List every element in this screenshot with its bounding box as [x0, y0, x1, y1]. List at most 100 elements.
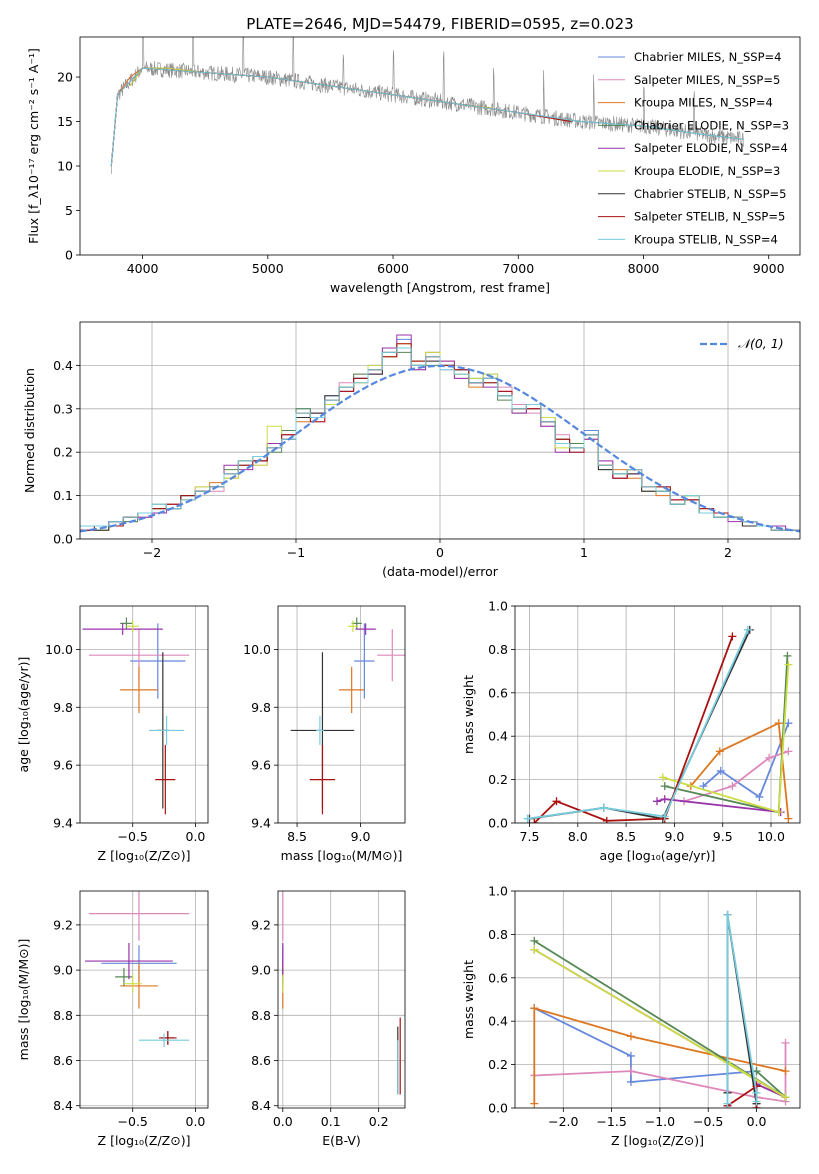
y-tick-label: 0.8 — [488, 927, 508, 942]
weight-marker — [530, 1004, 539, 1013]
weight-marker — [723, 1099, 732, 1108]
weight-series — [525, 625, 754, 823]
y-tick-label: 0.4 — [488, 729, 508, 744]
x-tick-label: 9.5 — [713, 829, 733, 844]
y-tick-label: 9.2 — [251, 917, 271, 932]
error-bar — [354, 623, 375, 699]
residual-histogram — [80, 347, 800, 539]
y-tick-label: 0.0 — [53, 532, 73, 547]
axes-frame — [277, 605, 406, 824]
weight-marker — [723, 910, 732, 919]
x-tick-label: 8.5 — [287, 829, 307, 844]
y-axis-label: mass [log₁₀(M/M⊙)] — [16, 939, 31, 1061]
x-tick-label: −2.0 — [548, 1114, 578, 1129]
weight-marker — [530, 819, 539, 823]
weight-marker — [660, 795, 669, 804]
normal-curve — [80, 364, 800, 533]
panel-residuals: −2 −1 0 1 2 0.0 0.1 0.2 0.3 0.4 (data-model)/error… — [22, 321, 801, 579]
error-bar — [377, 629, 405, 682]
axes-frame — [277, 890, 406, 1109]
weight-marker — [728, 632, 737, 641]
error-bar — [138, 1033, 190, 1047]
x-tick-label: 9000 — [753, 261, 785, 276]
y-tick-label: 0.0 — [488, 1101, 508, 1116]
panel-age-vs-mass: 8.5 9.0 9.4 9.6 9.8 10.0 mass [log₁₀(M/M⊙)] — [243, 605, 406, 863]
weight-marker — [728, 782, 737, 791]
y-tick-label: 8.8 — [53, 1008, 73, 1023]
legend-label: Kroupa MILES, N_SSP=4 — [634, 96, 773, 110]
axes-frame — [514, 605, 801, 824]
error-bar — [155, 744, 176, 815]
axes-frame — [514, 890, 801, 1109]
gridlines — [278, 891, 405, 1108]
x-tick-label: 7.5 — [520, 829, 540, 844]
weight-marker — [784, 747, 793, 756]
y-tick-label: 5 — [65, 203, 73, 218]
y-tick-label: 10.0 — [45, 642, 73, 657]
weight-marker — [752, 1088, 761, 1097]
weight-line — [533, 1006, 786, 1104]
x-tick-label: 0.0 — [186, 829, 206, 844]
legend-label: 𝒩(0, 1) — [738, 336, 784, 351]
x-tick-label: 2 — [724, 545, 732, 560]
weight-line — [683, 750, 789, 803]
x-axis-label: (data-model)/error — [382, 564, 499, 579]
x-tick-label: 6000 — [377, 261, 409, 276]
y-tick-label: 9.0 — [53, 963, 73, 978]
y-tick-label: 0.0 — [488, 816, 508, 831]
error-bar — [126, 620, 139, 633]
legend-label: Salpeter MILES, N_SSP=5 — [634, 73, 780, 87]
y-tick-label: 8.8 — [251, 1008, 271, 1023]
panel-weight-vs-age: 7.5 8.0 8.5 9.0 9.5 10.0 0.0 0.2 0.4 0.6 0.8 1.0 age… — [461, 599, 801, 863]
error-bar — [309, 744, 336, 815]
y-tick-label: 0.1 — [53, 488, 73, 503]
x-tick-label: 0.1 — [321, 1114, 341, 1129]
plot-area — [515, 891, 800, 1108]
x-tick-label: 8.0 — [568, 829, 588, 844]
weight-line — [656, 798, 781, 813]
weight-line — [702, 722, 790, 799]
plot-area — [80, 891, 208, 1108]
y-tick-label: 9.2 — [53, 917, 73, 932]
x-tick-label: 0.2 — [369, 1114, 389, 1129]
figure-title: PLATE=2646, MJD=54479, FIBERID=0595, z=0… — [246, 15, 633, 33]
weight-marker — [660, 782, 669, 791]
error-bar — [85, 942, 173, 980]
weight-marker — [530, 945, 539, 954]
legend-label: Kroupa STELIB, N_SSP=4 — [634, 232, 778, 246]
y-tick-label: 9.4 — [251, 816, 271, 831]
error-bar — [120, 666, 158, 714]
panel-age-vs-z: −0.5 0.0 9.4 9.6 9.8 10.0 Z [log₁₀(Z/Z⊙)] age [… — [16, 605, 209, 863]
x-tick-label: 4000 — [127, 261, 159, 276]
weight-marker — [781, 1067, 790, 1076]
gridlines — [278, 606, 405, 823]
weight-series — [530, 1004, 790, 1108]
error-bar — [123, 974, 142, 993]
y-tick-label: 9.6 — [53, 758, 73, 773]
x-tick-label: 9.0 — [351, 829, 371, 844]
weight-line — [527, 629, 749, 820]
panel-spectrum: 4000 5000 6000 7000 8000 9000 0 5 10 15 20 waveleng… — [26, 36, 801, 295]
y-tick-label: 0.4 — [488, 1014, 508, 1029]
x-tick-label: −2 — [143, 545, 161, 560]
y-tick-label: 0 — [65, 248, 73, 263]
error-bar — [82, 623, 163, 635]
error-bar — [355, 623, 376, 635]
weight-marker — [530, 1099, 539, 1108]
x-axis-label: Z [log₁₀(Z/Z⊙)] — [98, 1133, 191, 1148]
x-tick-label: 1 — [580, 545, 588, 560]
x-axis-label: E(B-V) — [322, 1133, 361, 1148]
weight-marker — [626, 1077, 635, 1086]
weight-marker — [653, 797, 662, 806]
error-bar — [88, 891, 190, 941]
y-tick-label: 15 — [57, 114, 73, 129]
weight-marker — [765, 753, 774, 762]
y-tick-label: 1.0 — [488, 599, 508, 614]
weight-marker — [523, 814, 532, 823]
y-tick-label: 10 — [57, 159, 73, 174]
x-axis-label: Z [log₁₀(Z/Z⊙)] — [611, 1133, 704, 1148]
weight-marker — [752, 1097, 761, 1106]
weight-marker — [552, 797, 561, 806]
legend-label: Chabrier STELIB, N_SSP=5 — [634, 187, 786, 201]
